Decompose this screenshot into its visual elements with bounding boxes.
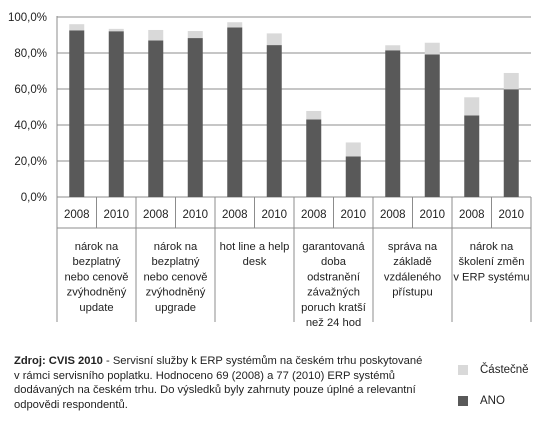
y-tick-label: 60,0% xyxy=(14,84,47,96)
x-year-label: 2010 xyxy=(261,209,287,221)
bar-castecne xyxy=(424,42,440,55)
x-year-label: 2010 xyxy=(103,209,129,221)
category-label-line: nárok na xyxy=(75,241,119,253)
stacked-bar-chart: 0,0% 20,0% 40,0% 60,0% 80,0% 100,0% 2008 2010 20… xyxy=(8,12,532,329)
x-year-label: 2008 xyxy=(143,209,169,221)
source-text: - Servisní služby k ERP systémům na česk… xyxy=(14,355,423,411)
y-tick-label: 40,0% xyxy=(14,120,47,132)
bar-castecne xyxy=(148,29,164,41)
legend-label-castecne: Částečně xyxy=(480,364,529,376)
bar-ano xyxy=(424,54,440,197)
bar-ano xyxy=(227,27,243,197)
bar-castecne xyxy=(227,22,243,28)
category-label-line: zvýhodněný xyxy=(146,287,206,299)
category-label-line: základě xyxy=(393,256,432,268)
category-label-line: nárok na xyxy=(470,241,514,253)
category-label-line: nárok na xyxy=(154,241,198,253)
legend-swatch-ano xyxy=(458,396,468,406)
category-label: správa na základě vzdáleného přístupu xyxy=(384,241,441,299)
category-label-line: update xyxy=(79,302,113,314)
bar-castecne xyxy=(306,110,322,120)
x-year-label: 2008 xyxy=(459,209,485,221)
y-tick-label: 100,0% xyxy=(8,12,47,24)
bar-ano xyxy=(187,38,203,198)
x-year-label: 2010 xyxy=(419,209,445,221)
category-label-line: upgrade xyxy=(155,302,196,314)
category-label-line: garantovaná xyxy=(302,241,365,253)
legend-swatch-castecne xyxy=(458,365,468,375)
category-label-line: přístupu xyxy=(392,287,432,299)
bar-ano xyxy=(108,31,124,197)
category-label-line: doba xyxy=(321,256,347,268)
legend: Částečně ANO xyxy=(458,362,529,424)
bar-ano xyxy=(345,156,361,197)
legend-item-castecne: Částečně xyxy=(458,362,529,378)
x-year-label: 2008 xyxy=(64,209,90,221)
bar-ano xyxy=(266,45,282,197)
category-label-line: v ERP systému xyxy=(453,271,529,283)
bar-castecne xyxy=(108,28,124,32)
category-label-line: správa na xyxy=(388,241,438,253)
category-label: garantovaná doba odstranění závažných poruch… xyxy=(301,241,367,329)
category-label: nárok na školení změn v ERP systému xyxy=(453,241,529,283)
category-label-line: než 24 hod xyxy=(306,317,361,329)
bar-ano xyxy=(464,115,480,197)
category-label-line: bezplatný xyxy=(152,256,200,268)
bar-castecne xyxy=(187,31,203,39)
bar-castecne xyxy=(385,45,401,51)
category-label-line: školení změn xyxy=(459,256,525,268)
y-tick-label: 20,0% xyxy=(14,156,47,168)
category-label-line: bezplatný xyxy=(73,256,121,268)
y-tick-label: 80,0% xyxy=(14,48,47,60)
category-label-line: zvýhodněný xyxy=(67,287,127,299)
source-label: Zdroj: CVIS 2010 xyxy=(14,355,103,367)
category-label-line: závažných xyxy=(307,287,360,299)
bar-ano xyxy=(503,89,519,197)
legend-item-ano: ANO xyxy=(458,393,529,409)
legend-label-ano: ANO xyxy=(480,395,505,407)
x-year-label: 2008 xyxy=(222,209,248,221)
category-label-line: vzdáleného xyxy=(384,271,441,283)
category-label: nárok na bezplatný nebo cenově zvýhodněný up… xyxy=(64,241,128,314)
bar-ano xyxy=(148,40,164,198)
category-label-line: odstranění xyxy=(307,271,361,283)
bar-castecne xyxy=(69,24,85,31)
source-note: Zdroj: CVIS 2010 - Servisní služby k ERP… xyxy=(14,354,424,412)
x-year-label: 2010 xyxy=(498,209,524,221)
bar-castecne xyxy=(464,97,480,116)
category-label-line: poruch kratší xyxy=(301,302,367,314)
bar-ano xyxy=(69,30,85,197)
category-label: nárok na bezplatný nebo cenově zvýhodněný up… xyxy=(143,241,207,314)
bar-ano xyxy=(385,50,401,197)
category-label-line: hot line a help xyxy=(220,241,290,253)
category-label-line: desk xyxy=(243,256,267,268)
bar-ano xyxy=(306,119,322,197)
bar-castecne xyxy=(345,142,361,157)
y-tick-label: 0,0% xyxy=(21,192,47,204)
x-year-label: 2008 xyxy=(380,209,406,221)
x-year-label: 2010 xyxy=(182,209,208,221)
bar-castecne xyxy=(503,72,519,90)
x-year-label: 2010 xyxy=(340,209,366,221)
bar-castecne xyxy=(266,33,282,46)
category-label-line: nebo cenově xyxy=(64,271,128,283)
category-label: hot line a help desk xyxy=(220,241,290,268)
category-label-line: nebo cenově xyxy=(143,271,207,283)
x-year-label: 2008 xyxy=(301,209,327,221)
